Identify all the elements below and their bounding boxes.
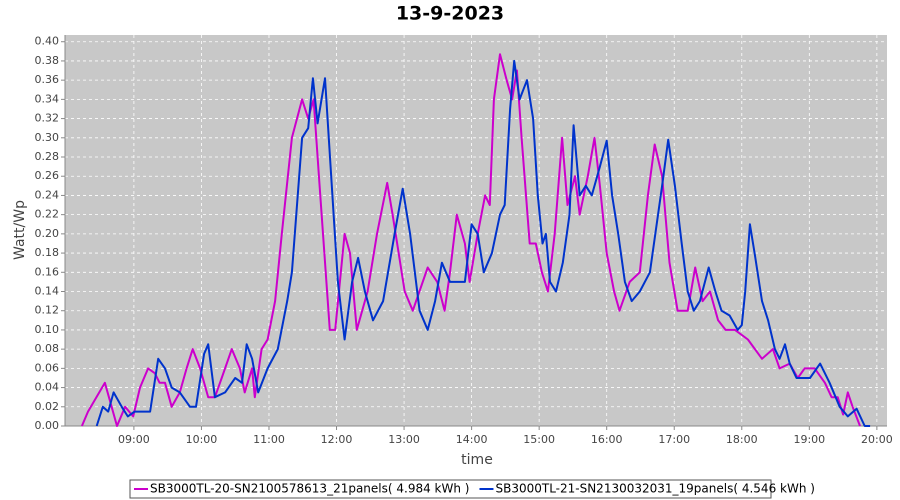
x-tick-label: 20:00: [861, 433, 893, 446]
y-tick-label: 0.26: [35, 169, 60, 182]
y-tick-label: 0.02: [35, 400, 60, 413]
y-tick-label: 0.36: [35, 73, 60, 86]
y-tick-label: 0.40: [35, 35, 60, 48]
x-tick-label: 10:00: [186, 433, 218, 446]
x-tick-label: 15:00: [523, 433, 555, 446]
y-tick-label: 0.18: [35, 246, 60, 259]
x-tick-label: 16:00: [591, 433, 623, 446]
y-tick-label: 0.12: [35, 304, 60, 317]
y-tick-label: 0.24: [35, 188, 60, 201]
y-tick-label: 0.16: [35, 265, 60, 278]
y-tick-label: 0.38: [35, 54, 60, 67]
x-axis-title: time: [461, 452, 493, 468]
x-tick-label: 13:00: [388, 433, 420, 446]
y-tick-label: 0.30: [35, 131, 60, 144]
chart-title: 13-9-2023: [396, 3, 504, 25]
legend-label: SB3000TL-20-SN2100578613_21panels( 4.984…: [150, 482, 469, 496]
y-tick-label: 0.20: [35, 227, 60, 240]
y-tick-label: 0.22: [35, 208, 60, 221]
series-line: [80, 53, 861, 427]
y-tick-label: 0.28: [35, 150, 60, 163]
legend-label: SB3000TL-21-SN2130032031_19panels( 4.546…: [495, 482, 814, 496]
x-tick-label: 12:00: [321, 433, 353, 446]
y-tick-label: 0.14: [35, 285, 60, 298]
y-tick-label: 0.10: [35, 323, 60, 336]
y-axis-title: Watt/Wp: [12, 200, 28, 260]
y-tick-label: 0.08: [35, 342, 60, 355]
y-tick-label: 0.06: [35, 361, 60, 374]
x-tick-label: 19:00: [793, 433, 825, 446]
x-tick-label: 09:00: [118, 433, 150, 446]
series-line: [95, 59, 871, 427]
y-tick-label: 0.32: [35, 112, 60, 125]
x-tick-label: 17:00: [658, 433, 690, 446]
x-tick-label: 11:00: [253, 433, 285, 446]
x-tick-label: 14:00: [456, 433, 488, 446]
y-tick-label: 0.04: [35, 381, 60, 394]
y-tick-label: 0.00: [35, 419, 60, 432]
legend: [129, 479, 772, 499]
x-tick-label: 18:00: [726, 433, 758, 446]
y-tick-label: 0.34: [35, 92, 60, 105]
